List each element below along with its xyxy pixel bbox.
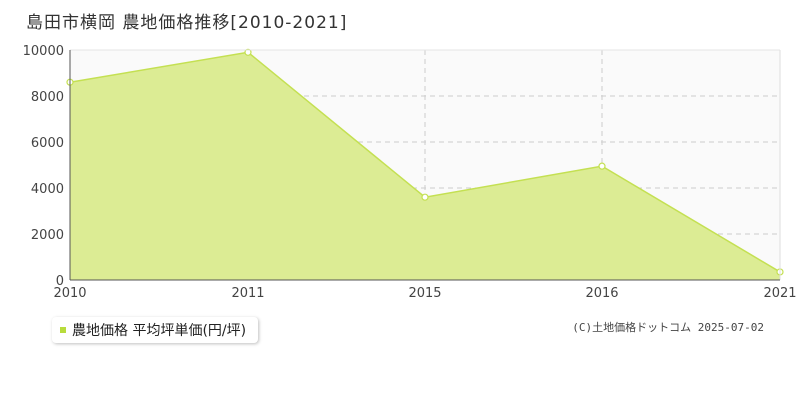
- y-tick-label-10000: 10000: [23, 44, 64, 59]
- y-tick-label-2000: 2000: [31, 228, 64, 243]
- y-tick-label-8000: 8000: [31, 90, 64, 105]
- chart-title: 島田市横岡 農地価格推移[2010-2021]: [26, 13, 348, 33]
- legend-label: 農地価格 平均坪単価(円/坪): [72, 323, 247, 339]
- x-tick-label-2010: 2010: [53, 286, 86, 301]
- series-area: [70, 52, 780, 280]
- x-tick-label-2021: 2021: [763, 286, 796, 301]
- credit-text: (C)土地価格ドットコム 2025-07-02: [572, 321, 764, 334]
- y-tick-label-6000: 6000: [31, 136, 64, 151]
- data-point-2015: [421, 193, 429, 201]
- legend-marker: [60, 327, 66, 333]
- tick-labels: 0 2000 4000 6000 8000 10000 2010 2011 2015 2016 20…: [23, 44, 797, 301]
- axes: [69, 49, 781, 281]
- data-point-2011: [244, 48, 252, 56]
- legend: 農地価格 平均坪単価(円/坪): [52, 317, 259, 343]
- x-tick-label-2016: 2016: [585, 286, 618, 301]
- x-tick-label-2015: 2015: [408, 286, 441, 301]
- y-tick-label-4000: 4000: [31, 182, 64, 197]
- x-tick-label-2011: 2011: [231, 286, 264, 301]
- series-layer: [66, 48, 784, 280]
- y-tick-label-0: 0: [56, 274, 64, 289]
- data-point-2016: [598, 162, 606, 170]
